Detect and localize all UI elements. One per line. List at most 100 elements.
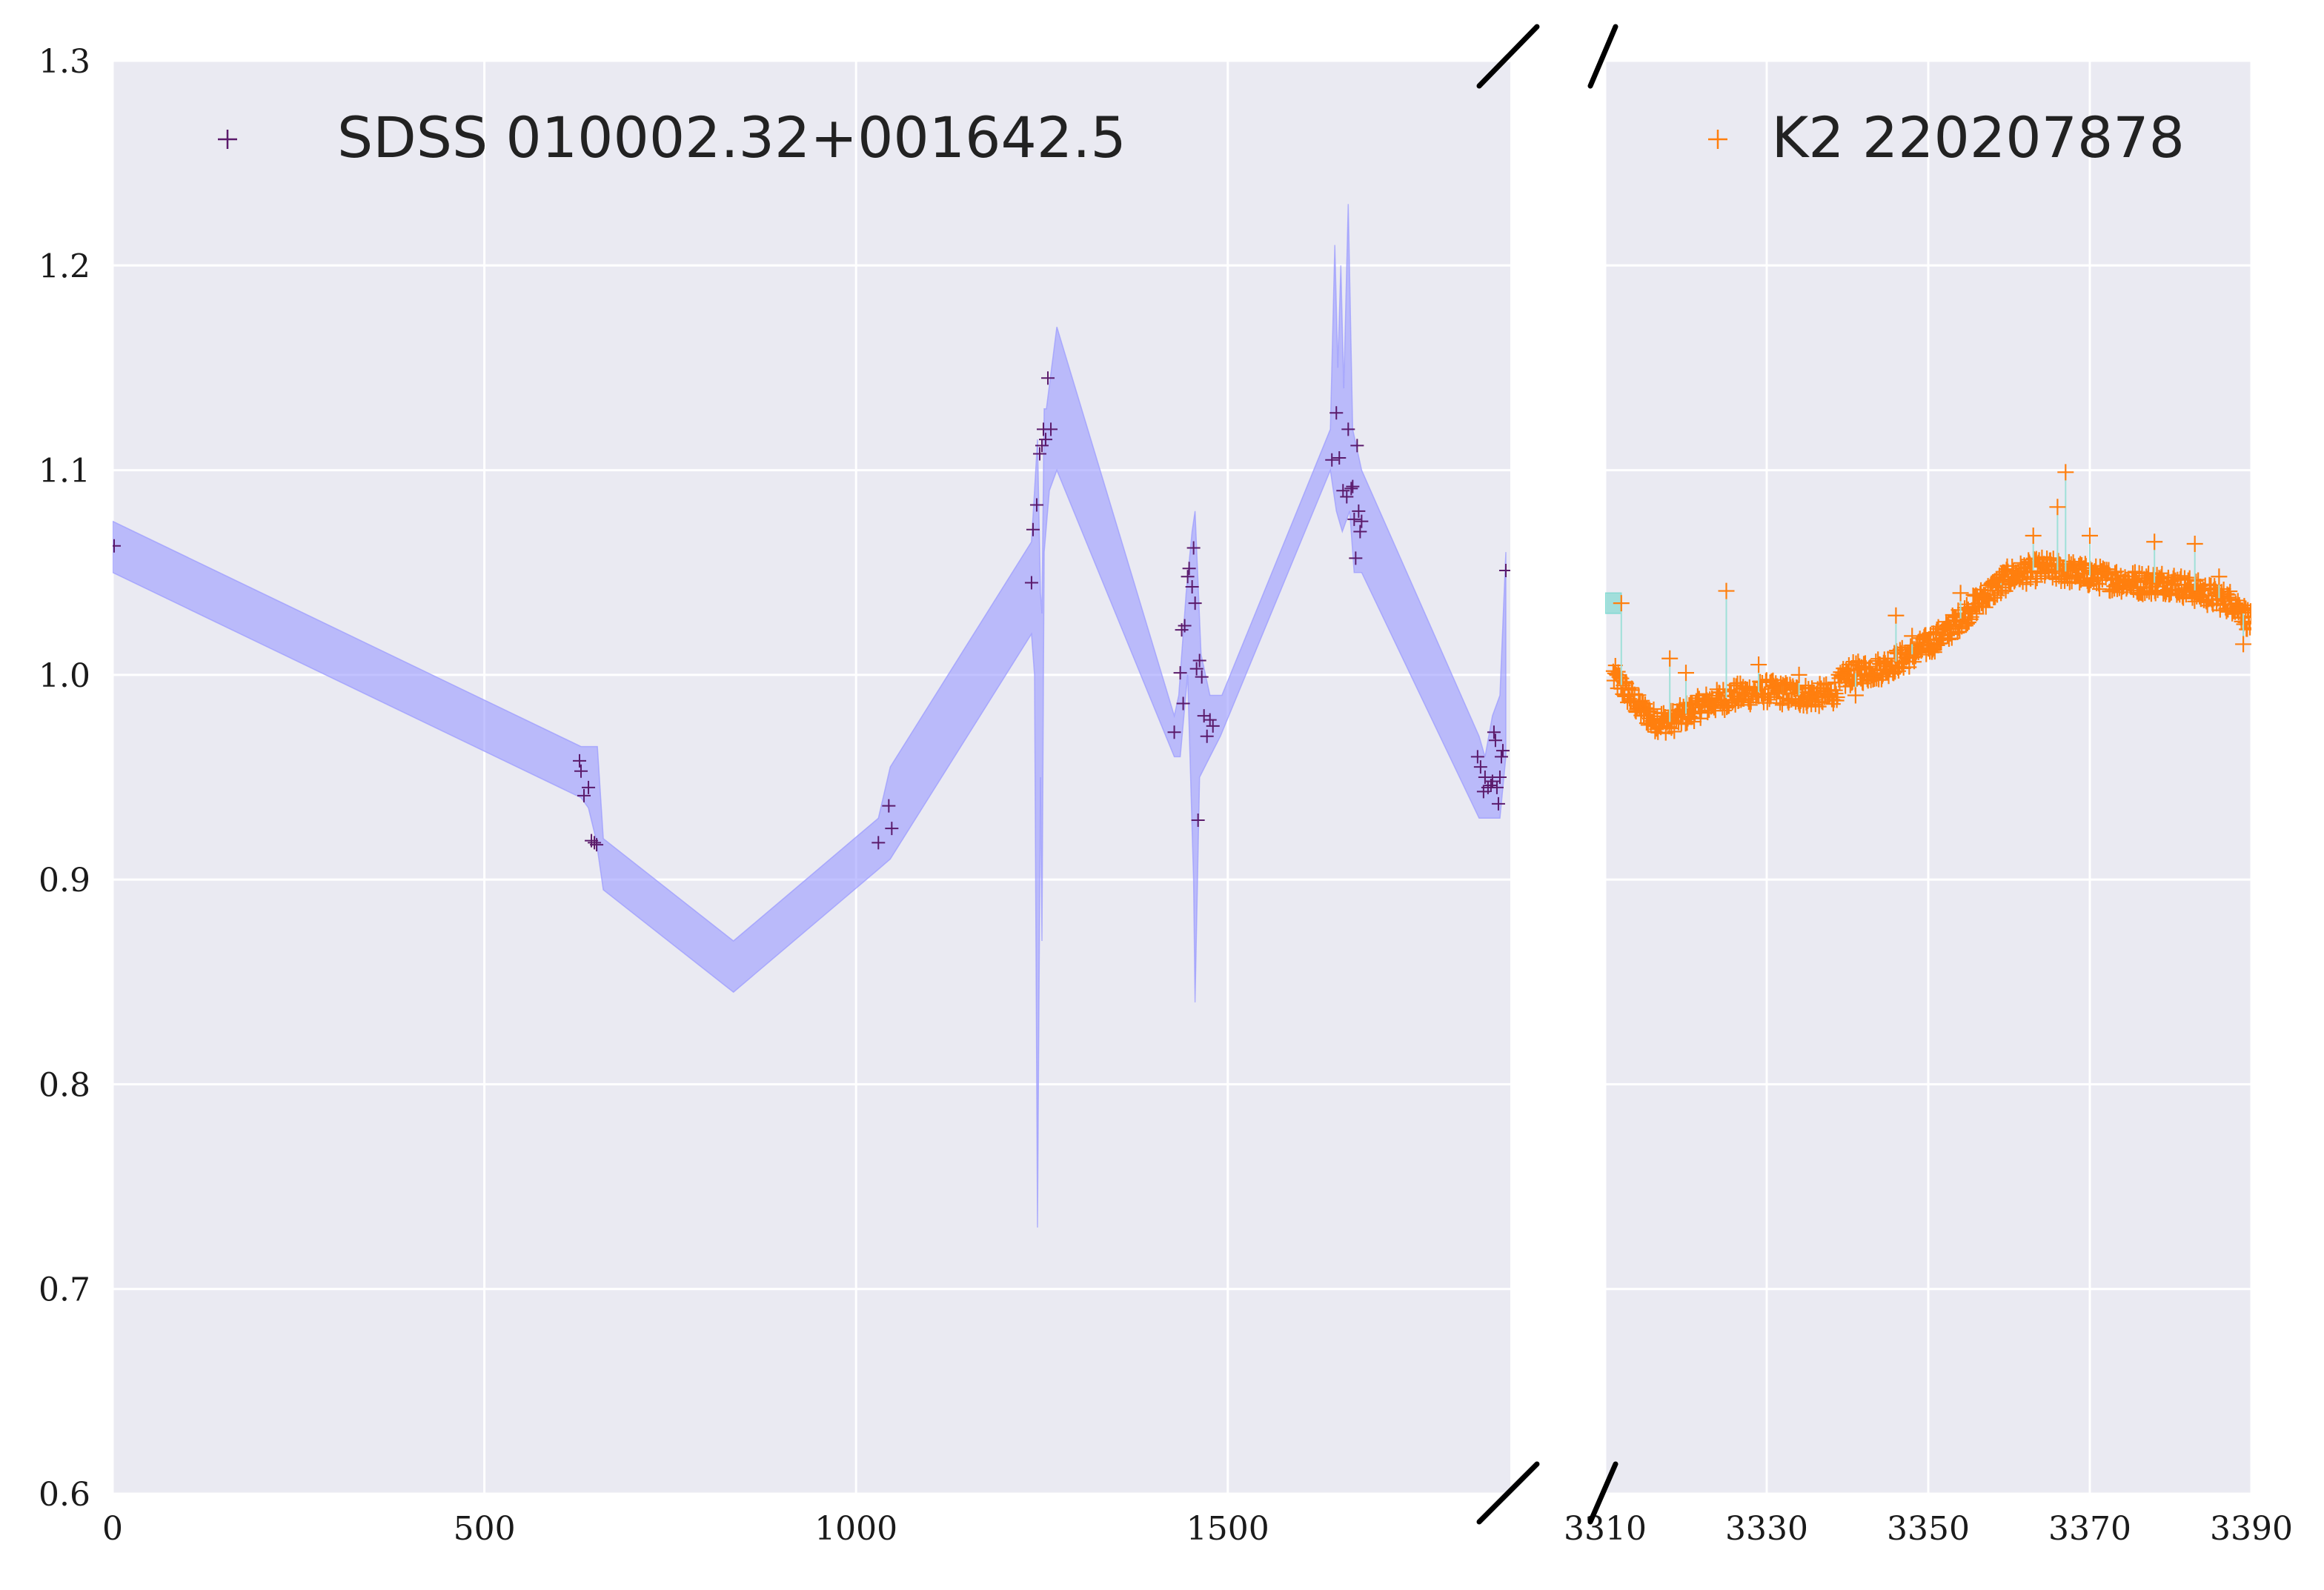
data-point: [1325, 453, 1339, 467]
data-point: [1185, 580, 1199, 594]
data-point: [588, 836, 602, 850]
series-markers: [113, 371, 1510, 852]
data-point: [2045, 571, 2060, 586]
data-point: [1613, 595, 1630, 612]
data-point: [590, 838, 604, 852]
data-point: [885, 822, 899, 836]
break-mark: [1587, 24, 1618, 89]
y-tick-label: 1.1: [39, 453, 90, 490]
data-point: [1490, 780, 1504, 794]
data-point: [1189, 662, 1204, 676]
data-layer: [113, 204, 1510, 1228]
grid-lines: [111, 59, 1510, 1495]
data-point: [2101, 562, 2116, 577]
data-point: [1353, 525, 1367, 539]
plot-background: [113, 61, 1510, 1494]
data-point: [1787, 682, 1803, 698]
data-point: [1491, 796, 1505, 811]
data-point: [1847, 687, 1864, 704]
data-point: [2049, 499, 2066, 516]
data-point: [1347, 512, 1361, 526]
data-point: [1969, 606, 1985, 622]
data-point: [1029, 498, 1043, 512]
data-point: [1678, 665, 1694, 682]
legend-label: SDSS 010002.32+001642.5: [337, 104, 1126, 170]
axis-break-marks: [1476, 24, 1618, 1525]
data-point: [1341, 422, 1355, 436]
data-point: [1495, 744, 1510, 758]
legend-marker: [218, 130, 237, 149]
data-point: [1181, 570, 1195, 584]
panel-2: 3310 3330 3350 3370 3390 K2 220207878: [1564, 59, 2293, 1548]
data-point: [1498, 563, 1510, 577]
x-tick-label: 1500: [1186, 1510, 1269, 1548]
data-point: [2092, 582, 2108, 597]
data-point: [1716, 682, 1731, 697]
y-tick-label: 0.8: [39, 1066, 90, 1104]
data-point: [1167, 725, 1181, 739]
data-point: [2235, 636, 2251, 653]
data-point: [1352, 504, 1366, 518]
data-layer: [1605, 464, 2251, 741]
panel-1: 0 500 1000 1500 0.6 0.7 0.8 0.9 1.0 1.1 1.2 1.3 SDSS…: [39, 43, 1510, 1548]
break-mark: [1587, 1461, 1618, 1525]
data-point: [1192, 653, 1206, 668]
y-tick-label: 0.7: [39, 1271, 90, 1309]
data-point: [113, 539, 122, 553]
data-point: [1487, 725, 1501, 739]
legend: SDSS 010002.32+001642.5: [218, 104, 1126, 170]
data-point: [2057, 464, 2074, 481]
data-point: [2028, 574, 2043, 590]
data-point: [1494, 750, 1508, 764]
x-tick-label: 0: [102, 1510, 123, 1548]
data-point: [1774, 676, 1791, 693]
data-point: [1186, 541, 1201, 555]
data-point: [2146, 533, 2163, 550]
data-point: [2082, 527, 2098, 544]
legend: K2 220207878: [1708, 104, 2185, 170]
data-point: [1024, 576, 1038, 590]
x-tick-label: 3310: [1564, 1510, 1647, 1548]
data-point: [1191, 814, 1205, 828]
data-point: [1927, 645, 1942, 660]
data-point: [1176, 696, 1190, 711]
break-mark: [1476, 24, 1540, 89]
data-point: [574, 764, 588, 778]
data-point: [1188, 596, 1202, 611]
data-point: [1667, 724, 1682, 739]
data-point: [582, 780, 596, 794]
break-mark: [1476, 1461, 1540, 1525]
data-point: [1340, 490, 1354, 504]
y-tick-label: 0.9: [39, 862, 90, 899]
data-point: [1032, 447, 1046, 461]
data-point: [1355, 514, 1369, 528]
data-point: [1329, 406, 1344, 420]
x-tick-label: 500: [454, 1510, 516, 1548]
data-point: [1044, 422, 1058, 436]
data-point: [573, 754, 587, 768]
series-markers: [1605, 464, 2251, 741]
data-point: [2244, 609, 2251, 625]
data-point: [1041, 371, 1055, 385]
data-point: [2211, 568, 2228, 585]
x-tick-label: 3330: [1725, 1510, 1808, 1548]
data-point: [1979, 591, 1995, 607]
data-point: [1182, 562, 1196, 576]
legend-label: K2 220207878: [1771, 104, 2185, 170]
data-point: [1478, 771, 1492, 784]
data-point: [1026, 522, 1040, 536]
data-point: [1888, 607, 1905, 624]
data-point: [2240, 622, 2251, 637]
legend-marker: [1708, 130, 1727, 149]
data-point: [2174, 568, 2189, 584]
data-point: [1178, 619, 1192, 633]
data-point: [1993, 585, 2010, 602]
data-point: [882, 799, 896, 813]
data-point: [1350, 439, 1364, 453]
data-point: [1473, 760, 1487, 774]
data-point: [1750, 656, 1767, 673]
y-tick-label: 1.3: [39, 43, 90, 81]
data-point: [1200, 729, 1214, 743]
data-point: [1344, 482, 1358, 496]
